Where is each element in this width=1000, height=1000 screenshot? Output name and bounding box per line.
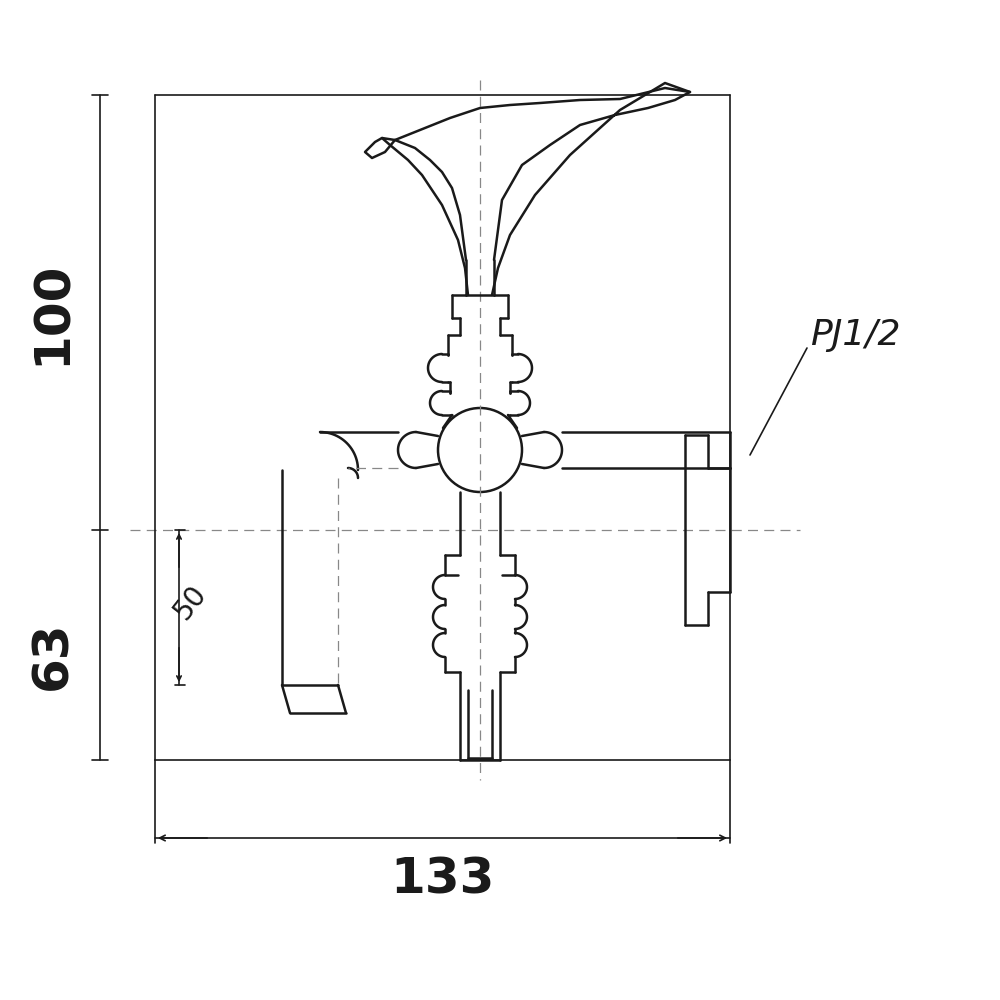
Text: 63: 63 <box>28 620 76 690</box>
Text: 100: 100 <box>28 260 76 365</box>
Text: 50: 50 <box>168 579 212 625</box>
Text: 133: 133 <box>390 856 495 904</box>
Text: PJ1/2: PJ1/2 <box>810 318 900 352</box>
